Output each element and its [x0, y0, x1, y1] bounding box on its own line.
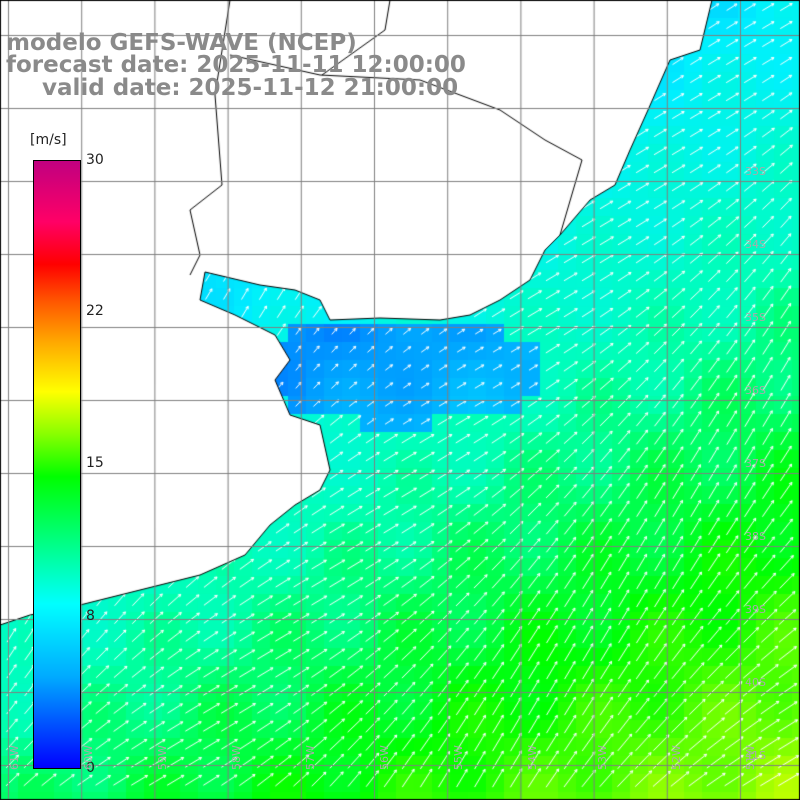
- colorbar: [33, 160, 81, 769]
- lat-label: 36S: [745, 384, 766, 397]
- title-forecast-date: forecast date: 2025-11-11 12:00:00: [6, 52, 466, 78]
- lon-label: 59W: [156, 745, 169, 770]
- lon-label: 52W: [670, 745, 683, 770]
- lat-label: 40S: [745, 676, 766, 689]
- lat-label: 34S: [745, 238, 766, 251]
- lat-label: 38S: [745, 530, 766, 543]
- lat-label: 35S: [745, 311, 766, 324]
- lon-label: 55W: [452, 745, 465, 770]
- lon-label: 58W: [230, 745, 243, 770]
- lon-label: 53W: [596, 745, 609, 770]
- lon-label: 57W: [304, 745, 317, 770]
- lon-label: 56W: [378, 745, 391, 770]
- lon-label: 61W: [8, 745, 21, 770]
- colorbar-unit: [m/s]: [30, 132, 67, 148]
- colorbar-tick-15: 15: [86, 455, 104, 471]
- lat-label: 33S: [745, 165, 766, 178]
- lat-label: 39S: [745, 603, 766, 616]
- colorbar-tick-30: 30: [86, 152, 104, 168]
- lat-label: 41S: [745, 749, 766, 762]
- lat-label: 37S: [745, 457, 766, 470]
- lon-label: 60W: [82, 745, 95, 770]
- colorbar-tick-8: 8: [86, 608, 95, 624]
- title-model: modelo GEFS-WAVE (NCEP): [6, 30, 357, 56]
- colorbar-tick-22: 22: [86, 303, 104, 319]
- colorbar-tick-0: 0: [86, 760, 95, 776]
- lon-label: 54W: [526, 745, 539, 770]
- title-valid-date: valid date: 2025-11-12 21:00:00: [42, 75, 459, 101]
- lon-label: 51W: [744, 745, 757, 770]
